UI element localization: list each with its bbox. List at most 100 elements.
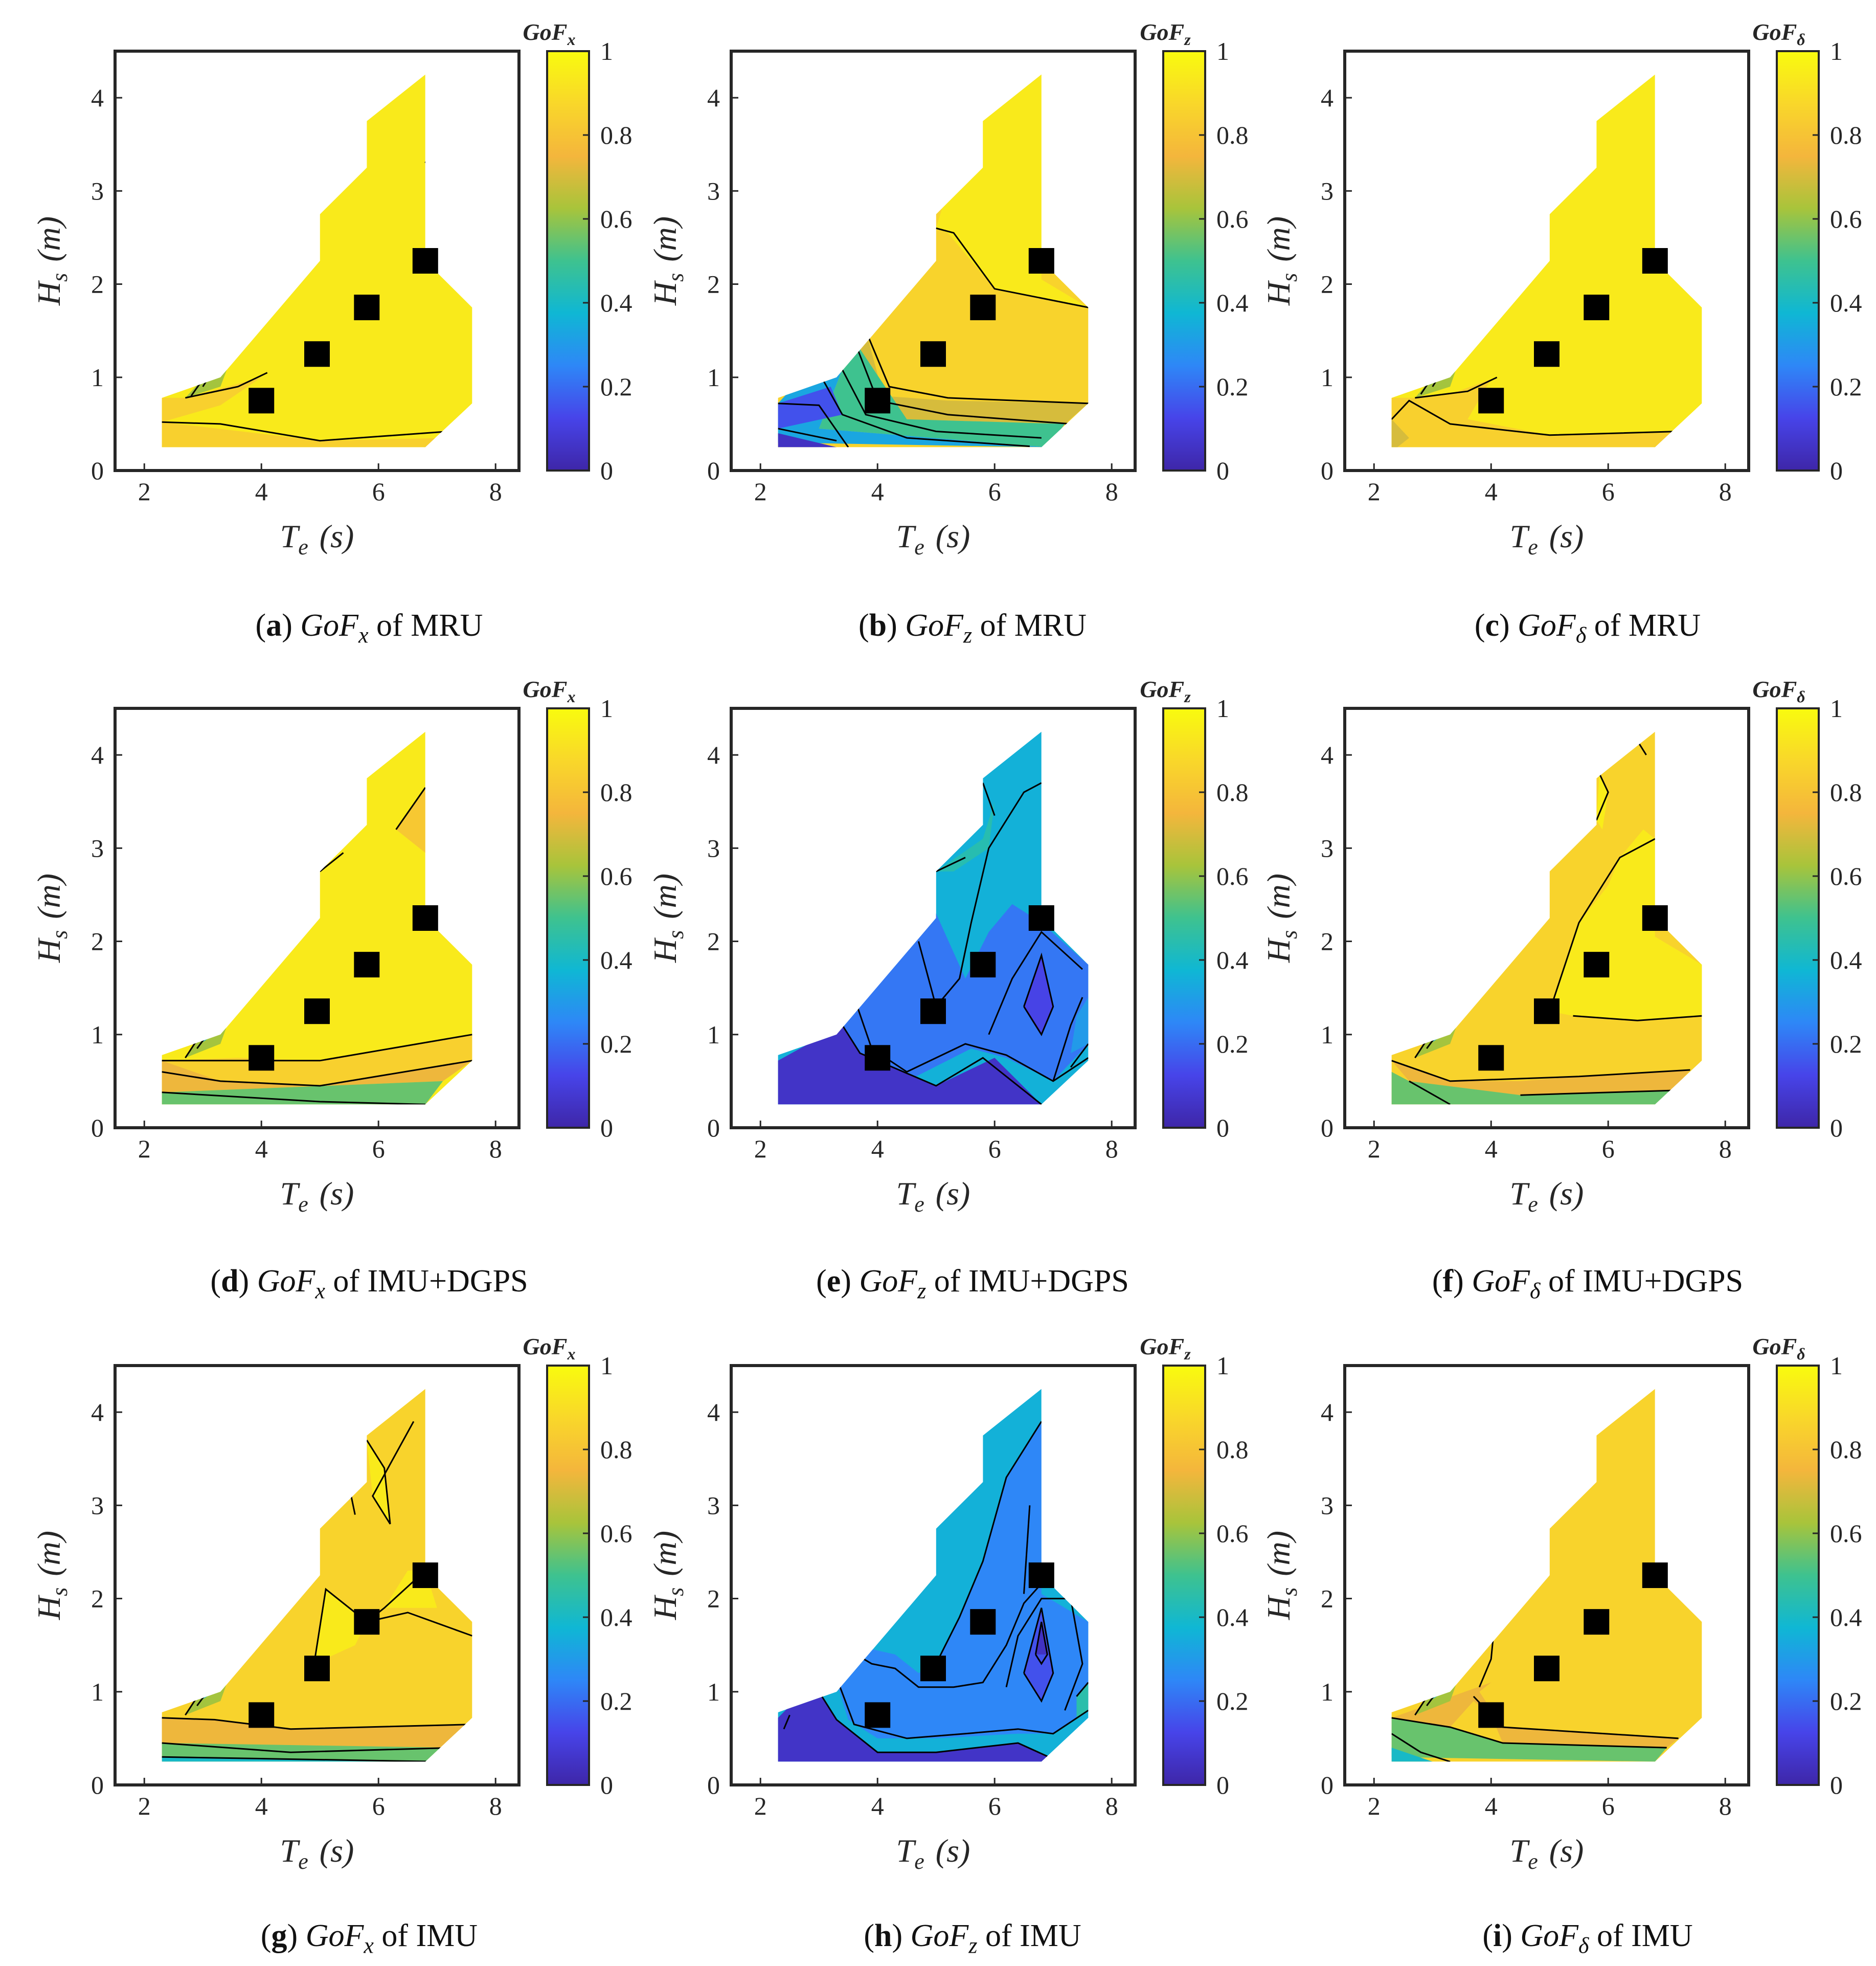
x-axis-label: Te (s) [280, 1833, 354, 1874]
x-axis-label: Te (s) [896, 518, 970, 560]
x-axis-label: Te (s) [280, 1175, 354, 1217]
x-tick-label: 4 [871, 1134, 884, 1163]
y-tick-label: 0 [91, 1771, 104, 1799]
contour-band-2 [1071, 997, 1089, 1054]
sea-state-marker [1642, 905, 1668, 931]
y-tick-label: 2 [91, 927, 104, 956]
contour-band-0 [936, 801, 995, 872]
colorbar-tick-label: 0 [1216, 456, 1229, 485]
x-tick-label: 6 [1602, 1134, 1615, 1163]
colorbar-tick-label: 1 [1216, 1351, 1229, 1380]
colorbar-tick-label: 0.4 [1216, 946, 1249, 974]
colorbar-tick-label: 0.6 [1216, 1519, 1249, 1548]
colorbar-tick-label: 0.4 [600, 288, 632, 317]
y-axis-label: Hs(m) [1260, 216, 1302, 306]
axes-frame [1343, 1364, 1750, 1786]
y-tick-label: 2 [707, 270, 720, 299]
sea-state-marker [412, 1562, 438, 1588]
sea-state-marker [970, 952, 996, 978]
contour-line-2 [853, 340, 1071, 425]
sea-state-marker [1478, 388, 1504, 414]
colorbar-tick-label: 0.8 [1216, 121, 1249, 149]
colorbar [1776, 707, 1820, 1129]
contour-line-4 [818, 372, 1030, 448]
contour-fill-region [162, 74, 472, 448]
contour-line-7 [1070, 1043, 1089, 1068]
panel-caption: (g) GoFx of IMU [260, 1918, 478, 1958]
contour-band-4 [778, 387, 843, 429]
contour-line-1 [1573, 1015, 1702, 1021]
contour-line-6 [778, 428, 837, 442]
colorbar-tick-label: 0.4 [1216, 1603, 1249, 1632]
colorbar-tick-label: 0 [1830, 1771, 1843, 1799]
y-tick-label: 1 [91, 363, 104, 392]
colorbar-tick-label: 0 [1216, 1771, 1229, 1799]
x-tick-label: 2 [754, 1134, 767, 1163]
y-tick-label: 4 [1321, 1398, 1333, 1426]
sea-state-marker [248, 388, 275, 414]
colorbar-tick-label: 0.2 [1830, 1030, 1862, 1058]
y-tick-label: 1 [1321, 363, 1333, 392]
y-tick-label: 2 [1321, 1584, 1333, 1613]
y-tick-label: 2 [1321, 270, 1333, 299]
colorbar-tick-label: 0.2 [1830, 1687, 1862, 1715]
contour-band-0 [1391, 1682, 1679, 1748]
sea-state-marker [1028, 248, 1054, 274]
contour-fill-region [1391, 74, 1702, 448]
y-tick-label: 0 [91, 1113, 104, 1142]
contour-band-2 [819, 340, 1065, 448]
y-tick-label: 4 [1321, 741, 1333, 769]
contour-band-4 [778, 1025, 1042, 1105]
x-tick-label: 6 [372, 1792, 385, 1820]
y-tick-label: 0 [707, 456, 720, 485]
contour-line-2 [835, 1677, 1089, 1739]
contour-line-1 [185, 372, 268, 399]
sea-state-marker [354, 295, 380, 321]
contour-band-1 [1391, 419, 1409, 448]
contour-band-0 [314, 1589, 367, 1664]
y-tick-label: 3 [91, 834, 104, 862]
y-axis-label: Hs(m) [1260, 1531, 1302, 1620]
contour-line-4 [1520, 1089, 1673, 1096]
contour-line-3 [848, 1570, 1054, 1688]
panel-caption: (i) GoFδ of IMU [1482, 1918, 1693, 1958]
sea-state-marker [1584, 1609, 1610, 1635]
x-tick-label: 6 [988, 1134, 1001, 1163]
colorbar [546, 1365, 590, 1786]
colorbar-title: GoFz [1140, 676, 1191, 706]
colorbar-tick-label: 0.8 [600, 121, 632, 149]
contour-band-4 [1076, 1682, 1089, 1720]
y-tick-label: 3 [91, 176, 104, 205]
y-tick-label: 0 [91, 456, 104, 485]
colorbar-tick-label: 1 [1830, 694, 1843, 723]
contour-line-5 [778, 403, 849, 448]
colorbar-tick-label: 0.2 [600, 372, 632, 401]
contour-line-6 [162, 1756, 437, 1762]
sea-state-marker [920, 341, 946, 367]
x-tick-label: 4 [871, 477, 884, 506]
colorbar-tick-label: 1 [1216, 694, 1229, 723]
colorbar-tick-label: 1 [1830, 37, 1843, 65]
sea-state-marker [920, 1656, 946, 1682]
colorbar-tick-label: 0 [600, 456, 613, 485]
contour-band-2 [162, 1060, 472, 1092]
contour-band-3 [162, 1717, 472, 1748]
contour-band-5 [778, 433, 837, 448]
x-tick-label: 2 [754, 477, 767, 506]
colorbar-tick-label: 0.4 [1830, 946, 1862, 974]
contour-line-7 [1034, 1621, 1048, 1665]
x-tick-label: 2 [1368, 477, 1381, 506]
colorbar-tick-label: 0.6 [600, 1519, 632, 1548]
panel-a: 2 4 6 8 0 1 2 3 4 Te (s) Hs(m) 0 0.2 0.4 0.6 0.8 1 GoFx [31, 19, 632, 560]
contour-band-2 [1391, 1060, 1690, 1096]
y-tick-label: 2 [707, 1584, 720, 1613]
y-tick-label: 1 [707, 1678, 720, 1706]
colorbar [1162, 1365, 1206, 1786]
sea-state-marker [248, 1045, 275, 1071]
y-tick-label: 2 [707, 927, 720, 956]
contour-line-0 [1549, 838, 1656, 1012]
x-tick-label: 4 [255, 1134, 268, 1163]
x-tick-label: 2 [138, 1792, 151, 1820]
y-tick-label: 4 [707, 741, 720, 769]
contour-line-5 [1005, 1598, 1083, 1711]
